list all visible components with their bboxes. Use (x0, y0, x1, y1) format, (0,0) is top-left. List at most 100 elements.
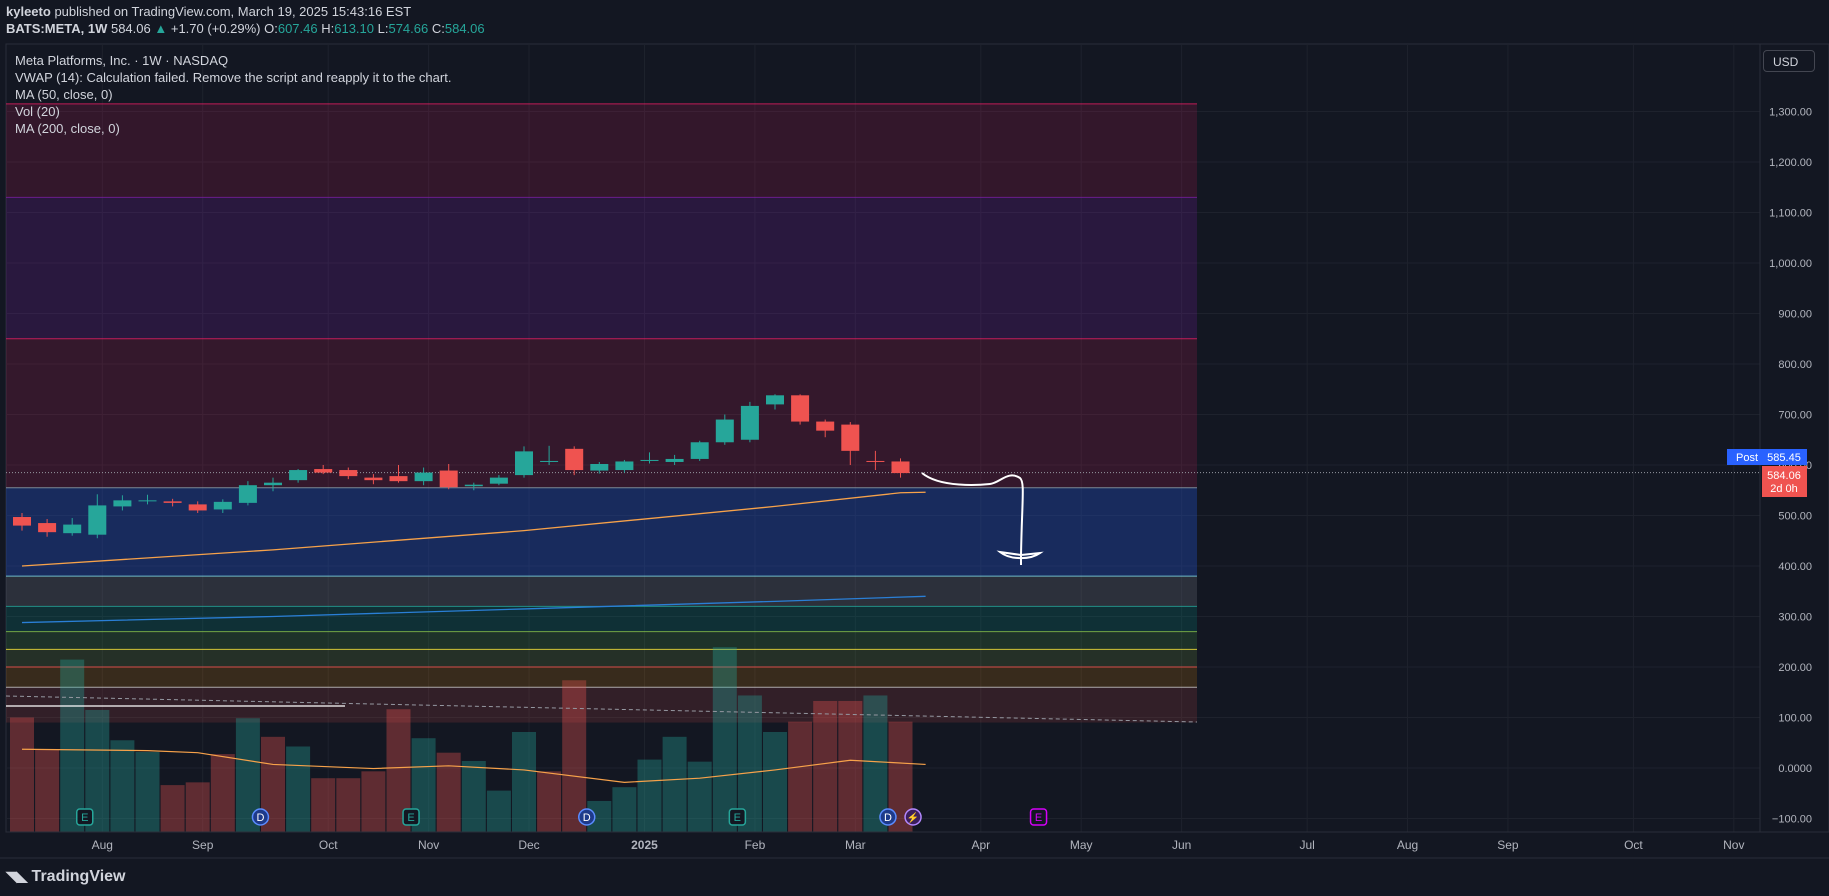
countdown-text: 2d 0h (1770, 483, 1798, 495)
volume-bar (436, 752, 461, 832)
candle-body (766, 395, 784, 405)
dividend-marker-label: D (583, 812, 591, 824)
candle-body (891, 461, 910, 474)
open-value: 607.46 (277, 21, 318, 36)
dividend-marker-icon (879, 808, 897, 826)
candle-body (866, 460, 885, 462)
low-value: 574.66 (388, 21, 429, 36)
candle-body (339, 470, 358, 477)
zone-band-6 (6, 631, 1197, 650)
dividend-marker-label: D (256, 812, 264, 824)
x-tick-label: Oct (1624, 838, 1643, 852)
split-marker-label: ⚡ (907, 811, 919, 824)
volume-bar (361, 771, 386, 832)
x-tick-label: Sep (192, 838, 214, 852)
legend-vol[interactable]: Vol (20) (15, 104, 60, 119)
volume-bar (10, 717, 34, 832)
legend-ma50[interactable]: MA (50, close, 0) (15, 87, 113, 102)
volume-bar (788, 721, 813, 832)
candle-body (515, 451, 533, 476)
post-price-text: 585.45 (1767, 452, 1801, 464)
y-tick-label: 1,300.00 (1769, 107, 1812, 119)
candle-body (740, 405, 759, 440)
candle-body (163, 501, 182, 503)
x-tick-label: Nov (418, 838, 439, 852)
zone-band-0 (6, 103, 1197, 198)
volume-bar (813, 700, 838, 832)
candle-body (138, 500, 157, 502)
volume-bar (537, 771, 562, 832)
candle-body (13, 517, 31, 526)
y-tick-label: 700.00 (1778, 410, 1812, 422)
volume-bar (712, 647, 737, 832)
candle-body (364, 477, 383, 481)
y-tick-label: 300.00 (1778, 612, 1812, 624)
x-tick-label: Nov (1723, 838, 1744, 852)
volume-bar (35, 749, 60, 832)
y-tick-label: 1,000.00 (1769, 258, 1812, 270)
volume-bar (838, 700, 863, 832)
x-tick-label: Apr (971, 838, 990, 852)
candle-body (213, 501, 232, 510)
volume-bar (311, 778, 336, 832)
publisher-name[interactable]: kyleeto (6, 4, 51, 19)
candle-body (715, 419, 734, 443)
volume-bar (612, 787, 637, 832)
candle-body (38, 523, 57, 533)
candle-body (665, 458, 684, 462)
last-price-box (1762, 466, 1807, 497)
candle-body (489, 477, 508, 484)
x-tick-label: Aug (1397, 838, 1418, 852)
publish-text: published on TradingView.com, March 19, … (54, 4, 412, 19)
x-tick-label: 2025 (631, 838, 658, 852)
earnings-marker-label: E (734, 812, 741, 824)
post-price-box (1762, 449, 1807, 465)
y-tick-label: 0.0000 (1778, 763, 1812, 775)
low-label: L: (377, 21, 389, 36)
candle-body (289, 470, 308, 481)
candle-body (63, 524, 82, 534)
x-tick-label: Oct (319, 838, 338, 852)
ma50-line (21, 491, 926, 567)
candle-body (540, 460, 559, 462)
zone-band-4 (6, 576, 1197, 607)
post-label-box (1727, 449, 1767, 465)
volume-bar (336, 778, 361, 832)
change-value: +1.70 (+0.29%) (170, 21, 261, 36)
tradingview-logo[interactable]: ◥◣ TradingView (6, 868, 126, 886)
ohlc-line: BATS:META, 1W 584.06 ▲ +1.70 (+0.29%) O:… (6, 21, 485, 36)
earnings-marker-icon (728, 808, 747, 826)
plot-area (5, 43, 1761, 833)
volume-bar (60, 659, 85, 832)
volume-bar (687, 761, 712, 832)
currency-button[interactable]: USD (1763, 50, 1815, 72)
earnings-marker-label: E (81, 812, 88, 824)
candle-body (414, 472, 433, 482)
y-tick-label: 400.00 (1778, 561, 1812, 573)
chart-title[interactable]: Meta Platforms, Inc. · 1W · NASDAQ (15, 53, 229, 68)
dividend-marker-icon (251, 808, 270, 826)
y-tick-label: 200.00 (1778, 662, 1812, 674)
volume-ma-line (21, 748, 926, 783)
x-tick-label: Dec (518, 838, 539, 852)
volume-bar (135, 752, 160, 832)
candle-body (113, 500, 132, 507)
candle-body (439, 470, 458, 488)
candle-body (88, 505, 107, 535)
legend-vwap[interactable]: VWAP (14): Calculation failed. Remove th… (15, 70, 452, 85)
publish-info: kyleeto published on TradingView.com, Ma… (6, 4, 411, 19)
volume-bar (286, 746, 311, 832)
y-tick-label: 100.00 (1778, 713, 1812, 725)
split-marker-icon (904, 808, 922, 826)
zone-band-1 (6, 197, 1197, 339)
x-tick-label: May (1070, 838, 1093, 852)
earnings-marker-label: E (407, 812, 414, 824)
x-tick-label: Aug (92, 838, 113, 852)
ma200-line (21, 595, 926, 624)
legend-ma200[interactable]: MA (200, close, 0) (15, 121, 120, 136)
drawn-arrow-head (996, 550, 1041, 565)
candle-body (615, 461, 634, 471)
candle-body (590, 463, 609, 471)
last-price-text: 584.06 (1767, 470, 1801, 482)
